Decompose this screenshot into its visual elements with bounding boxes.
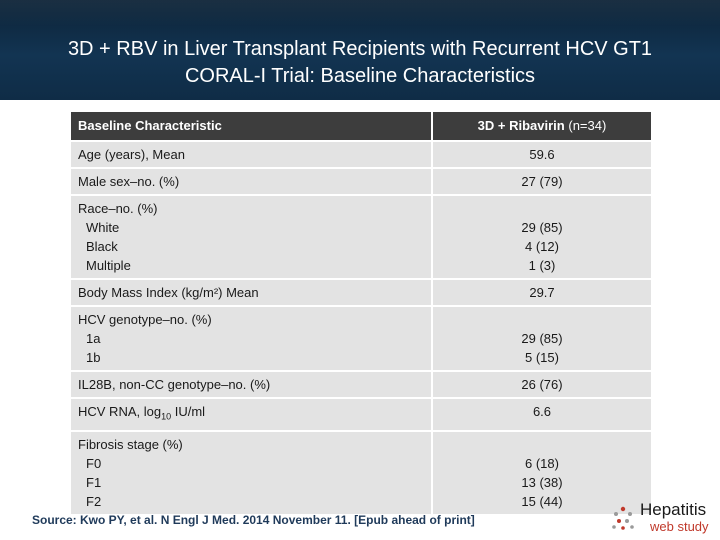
row-value: 13 (38) [521, 474, 563, 490]
column-header-treatment: 3D + Ribavirin (n=34) [433, 112, 651, 140]
row-label-prefix: HCV RNA, log [78, 404, 162, 419]
table-row: Fibrosis stage (%) F0 F1 F2 6 (18) 13 (3… [71, 431, 651, 516]
row-sublabel: 1b [86, 350, 101, 365]
row-value: 27 (79) [433, 169, 651, 194]
row-sublabel: Black [86, 239, 118, 254]
row-value-group: 29 (85) 4 (12) 1 (3) [433, 196, 651, 278]
row-label-group: HCV genotype–no. (%) 1a 1b [71, 307, 433, 370]
row-value: 26 (76) [433, 372, 651, 397]
table-header-row: Baseline Characteristic 3D + Ribavirin (… [71, 112, 651, 142]
row-label-group: Fibrosis stage (%) F0 F1 F2 [71, 431, 433, 514]
row-label: HCV RNA, log10 IU/ml [71, 399, 433, 430]
logo-mark-icon [612, 506, 634, 530]
row-sublabel: 1a [86, 331, 101, 346]
row-sublabel: F1 [86, 474, 102, 490]
row-value: 29 (85) [521, 220, 563, 235]
row-value: 15 (44) [521, 493, 563, 509]
row-value: 4 (12) [525, 239, 559, 254]
row-value-group: 29 (85) 5 (15) [433, 307, 651, 370]
logo-text-primary: Hepatitis [640, 500, 707, 519]
row-sublabel: Multiple [86, 258, 131, 273]
row-value: 59.6 [433, 142, 651, 167]
row-label: IL28B, non-CC genotype–no. (%) [71, 372, 433, 397]
column-header-characteristic: Baseline Characteristic [71, 112, 433, 140]
hepatitis-web-study-logo: Hepatitis web study [608, 500, 716, 536]
table-row: Age (years), Mean 59.6 [71, 142, 651, 169]
row-value: 29.7 [433, 280, 651, 305]
source-citation: Source: Kwo PY, et al. N Engl J Med. 201… [32, 513, 475, 527]
slide-title: 3D + RBV in Liver Transplant Recipients … [0, 36, 720, 90]
row-sublabel: White [86, 220, 120, 235]
row-value: 6 (18) [525, 455, 559, 471]
row-label: Age (years), Mean [71, 142, 433, 167]
logo-text-secondary: web study [650, 519, 709, 534]
table-row: IL28B, non-CC genotype–no. (%) 26 (76) [71, 372, 651, 399]
row-value-group: 6 (18) 13 (38) 15 (44) [433, 431, 651, 514]
row-label: Race–no. (%) [78, 201, 158, 216]
table-row: Body Mass Index (kg/m²) Mean 29.7 [71, 280, 651, 307]
row-label-subscript: 10 [161, 411, 172, 422]
row-label: Fibrosis stage (%) [78, 436, 183, 452]
row-value: 6.6 [433, 399, 651, 430]
row-label-suffix: IU/ml [171, 404, 206, 419]
table-row: HCV genotype–no. (%) 1a 1b 29 (85) 5 (15… [71, 307, 651, 372]
row-sublabel: F2 [86, 493, 102, 509]
treatment-arm-n: (n=34) [568, 118, 607, 133]
row-label: Male sex–no. (%) [71, 169, 433, 194]
table-row: Male sex–no. (%) 27 (79) [71, 169, 651, 196]
treatment-arm-label: 3D + Ribavirin [477, 118, 565, 133]
row-value: 1 (3) [528, 258, 556, 273]
table-row: Race–no. (%) White Black Multiple 29 (85… [71, 196, 651, 280]
row-value: 5 (15) [525, 350, 559, 365]
row-label: HCV genotype–no. (%) [78, 312, 212, 327]
slide-title-line-2: CORAL-I Trial: Baseline Characteristics [184, 65, 536, 87]
row-label-group: Race–no. (%) White Black Multiple [71, 196, 433, 278]
slide-title-line-1: 3D + RBV in Liver Transplant Recipients … [67, 38, 653, 60]
title-banner: 3D + RBV in Liver Transplant Recipients … [0, 0, 720, 100]
banner-highlight [0, 0, 720, 26]
row-sublabel: F0 [86, 455, 102, 471]
table-row: HCV RNA, log10 IU/ml 6.6 [71, 399, 651, 432]
baseline-characteristics-table: Baseline Characteristic 3D + Ribavirin (… [71, 112, 651, 516]
row-label: Body Mass Index (kg/m²) Mean [71, 280, 433, 305]
row-value: 29 (85) [521, 331, 563, 346]
